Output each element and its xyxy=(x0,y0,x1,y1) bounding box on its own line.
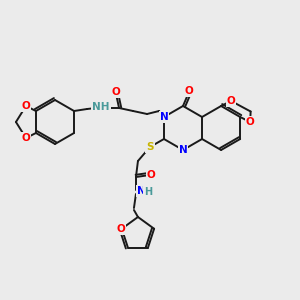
Text: N: N xyxy=(160,112,168,122)
Text: S: S xyxy=(146,142,154,152)
Text: O: O xyxy=(246,117,254,127)
Text: O: O xyxy=(112,87,120,97)
Text: N: N xyxy=(178,145,188,155)
Text: O: O xyxy=(227,96,236,106)
Text: O: O xyxy=(22,133,30,143)
Text: O: O xyxy=(116,224,125,234)
Text: O: O xyxy=(22,101,30,111)
Text: NH: NH xyxy=(92,102,110,112)
Text: N: N xyxy=(136,186,145,196)
Text: H: H xyxy=(144,187,152,197)
Text: O: O xyxy=(147,170,155,180)
Text: O: O xyxy=(184,86,194,96)
